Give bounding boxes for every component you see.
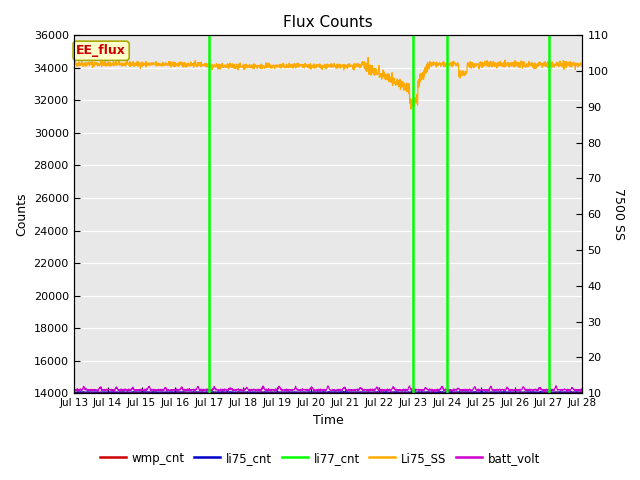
Y-axis label: Counts: Counts [15,192,28,236]
Text: EE_flux: EE_flux [76,44,126,57]
X-axis label: Time: Time [313,414,344,427]
Title: Flux Counts: Flux Counts [283,15,373,30]
Y-axis label: 7500 SS: 7500 SS [612,188,625,240]
Legend: wmp_cnt, li75_cnt, li77_cnt, Li75_SS, batt_volt: wmp_cnt, li75_cnt, li77_cnt, Li75_SS, ba… [95,447,545,469]
